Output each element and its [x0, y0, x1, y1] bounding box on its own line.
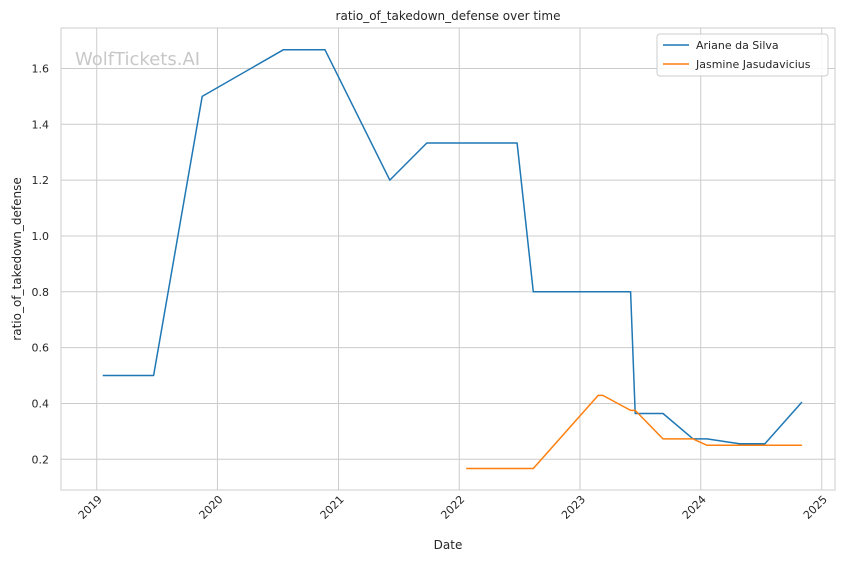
chart-title: ratio_of_takedown_defense over time: [336, 9, 561, 23]
legend-label-1: Ariane da Silva: [696, 39, 779, 52]
x-axis-label: Date: [434, 538, 463, 552]
series-line-2: [466, 394, 802, 470]
legend-label-2: Jasmine Jasudavicius: [695, 58, 811, 71]
watermark: WolfTickets.AI: [75, 49, 200, 70]
y-tick-label: 0.2: [32, 453, 50, 466]
y-axis-label: ratio_of_takedown_defense: [10, 177, 24, 340]
legend-box: [656, 33, 829, 77]
legend: Ariane da Silva Jasmine Jasudavicius: [656, 33, 829, 77]
y-tick-label: 0.4: [32, 397, 50, 410]
series-group: [102, 49, 803, 470]
y-tick-label: 1.0: [32, 230, 50, 243]
grid: [61, 28, 835, 490]
y-tick-label: 1.2: [32, 174, 50, 187]
y-tick-labels: 0.2 0.4 0.6 0.8 1.0 1.2 1.4 1.6: [32, 62, 50, 466]
y-tick-label: 1.6: [32, 62, 50, 75]
y-tick-label: 0.8: [32, 286, 50, 299]
series-line-1: [102, 49, 803, 445]
y-tick-label: 0.6: [32, 342, 50, 355]
y-tick-label: 1.4: [32, 118, 50, 131]
plot-frame: [60, 27, 836, 491]
